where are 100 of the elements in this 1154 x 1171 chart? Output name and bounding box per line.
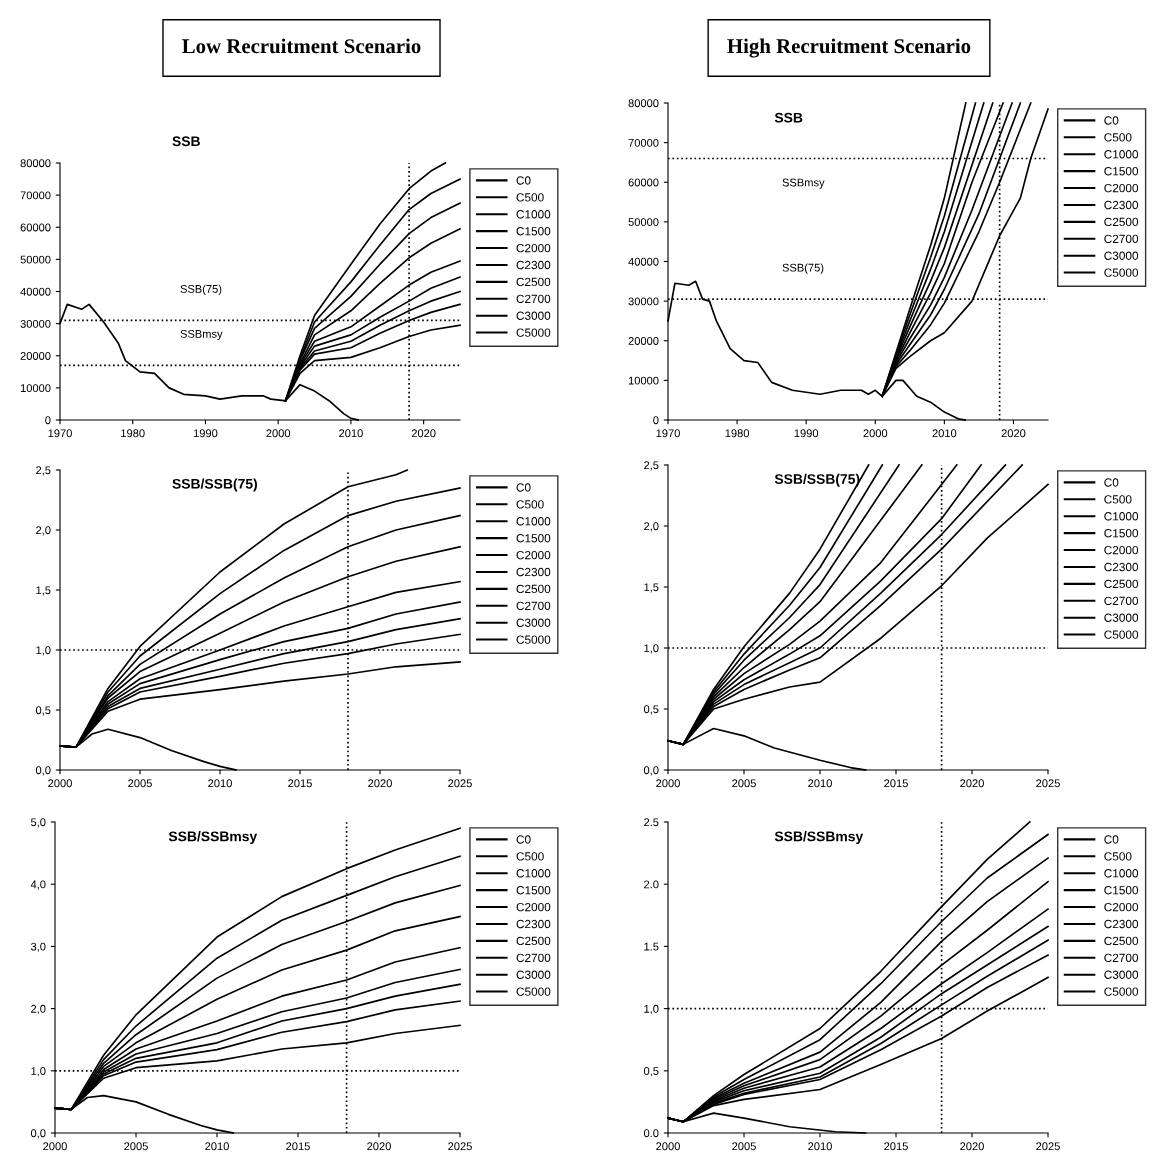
legend-label: C500 (516, 852, 544, 861)
y-tick-label: 1,5 (36, 586, 51, 596)
legend-label: C5000 (1104, 987, 1139, 996)
legend-label: C1000 (1104, 869, 1139, 878)
legend-label: C0 (1104, 478, 1119, 487)
y-tick-label: 2.5 (644, 818, 659, 827)
x-tick-label: 2020 (368, 779, 392, 788)
legend-label: C2300 (1104, 919, 1139, 929)
legend-label: C3000 (1104, 251, 1139, 260)
chart-title: High Recruitment Scenario (727, 38, 971, 58)
legend-label: C5000 (516, 328, 551, 337)
legend-label: C2700 (1104, 953, 1139, 963)
legend-label: C1000 (516, 869, 551, 878)
legend-label: C2500 (516, 584, 551, 594)
y-tick-label: 40000 (20, 287, 51, 296)
legend-label: C500 (516, 193, 544, 202)
x-tick-label: 2020 (367, 1142, 391, 1151)
legend-label: C1000 (516, 210, 551, 219)
legend-label: C1000 (516, 517, 551, 526)
legend-label: C2300 (1104, 200, 1139, 210)
y-tick-label: 50000 (628, 218, 659, 227)
legend-label: C500 (1104, 133, 1132, 142)
text: SSB/SSBmsy (774, 831, 864, 845)
legend-label: C2000 (516, 550, 551, 560)
chart-subtitle: SSB (172, 136, 200, 147)
x-tick-label: 2010 (808, 1142, 832, 1151)
x-tick-label: 1990 (193, 429, 218, 438)
chart-title: Low Recruitment Scenario (182, 38, 421, 54)
y-tick-label: 60000 (20, 223, 51, 232)
legend-label: C2500 (1104, 579, 1139, 589)
y-tick-label: 10000 (628, 376, 659, 385)
y-tick-label: 1,0 (644, 1004, 659, 1015)
legend-label: C2700 (1104, 234, 1139, 244)
y-tick-label: 1,0 (31, 1067, 46, 1077)
x-tick-label: 2010 (208, 779, 232, 788)
x-tick-label: 2020 (960, 779, 984, 788)
y-tick-label: 2,0 (36, 526, 51, 536)
y-tick-label: 0,5 (643, 705, 659, 715)
y-tick-label: 30000 (20, 319, 51, 328)
x-tick-label: 2000 (48, 779, 72, 788)
legend-label: C2000 (516, 243, 551, 253)
legend-label: C2700 (516, 294, 551, 304)
x-tick-label: 2015 (288, 779, 312, 788)
y-tick-label: 3,0 (30, 942, 46, 952)
x-tick-label: 2010 (932, 429, 957, 438)
x-tick-label: 2000 (863, 429, 888, 438)
ref-line-label: SSBmsy (782, 178, 825, 189)
x-tick-label: 2020 (1001, 429, 1026, 438)
legend-label: C2000 (1104, 183, 1139, 193)
y-tick-label: 10000 (20, 384, 51, 393)
x-tick-label: 2010 (205, 1142, 229, 1151)
text: SSB/SSB(75) (774, 473, 860, 487)
legend-label: C500 (1104, 852, 1132, 861)
y-tick-label: 0,5 (643, 1067, 659, 1077)
y-tick-label: 70000 (628, 138, 659, 147)
x-tick-label: 1990 (794, 429, 819, 438)
y-tick-label: 70000 (20, 191, 51, 200)
x-tick-label: 2010 (339, 429, 363, 438)
y-tick-label: 60000 (628, 178, 659, 187)
y-tick-label: 30000 (628, 297, 659, 306)
legend-label: C1500 (516, 534, 551, 543)
legend-label: C2700 (516, 953, 551, 963)
y-tick-label: 0 (653, 416, 659, 425)
y-tick-label: 4,0 (30, 880, 46, 890)
legend-label: C0 (1104, 116, 1119, 125)
legend-label: C2300 (516, 567, 551, 577)
y-tick-label: 0.0 (643, 1129, 659, 1138)
x-tick-label: 2025 (1036, 779, 1060, 788)
y-tick-label: 20000 (628, 337, 659, 345)
legend-label: C3000 (516, 618, 551, 627)
x-tick-label: 2000 (266, 429, 291, 438)
legend-label: C0 (516, 835, 531, 844)
legend-label: C500 (516, 500, 544, 509)
legend-label: C2000 (1104, 902, 1139, 912)
x-tick-label: 2000 (656, 1142, 680, 1151)
x-tick-label: 2020 (960, 1142, 984, 1151)
legend-label: C1000 (1104, 512, 1139, 521)
x-tick-label: 2000 (656, 779, 680, 788)
text: SSB/SSBmsy (168, 831, 258, 845)
y-tick-label: 0 (45, 416, 51, 425)
legend-label: C2300 (1104, 562, 1139, 572)
legend-label: C2700 (1104, 596, 1139, 606)
legend-label: C1500 (516, 886, 551, 895)
legend-label: C1500 (1104, 886, 1139, 895)
x-tick-label: 2005 (124, 1142, 148, 1151)
legend-label: C3000 (1104, 613, 1139, 622)
ref-line-label: SSBmsy (180, 329, 223, 341)
legend-label: C0 (516, 483, 531, 492)
y-tick-label: 50000 (20, 255, 51, 264)
legend-label: C5000 (516, 987, 551, 996)
legend-label: C500 (1104, 495, 1132, 504)
y-tick-label: 2,5 (644, 461, 659, 471)
legend-label: C1500 (516, 227, 551, 236)
y-tick-label: 80000 (20, 159, 51, 168)
x-tick-label: 2000 (43, 1142, 67, 1151)
y-tick-label: 2.0 (644, 880, 659, 889)
legend-label: C3000 (516, 311, 551, 320)
x-tick-label: 2025 (1036, 1142, 1060, 1151)
y-tick-label: 0,5 (35, 706, 51, 716)
y-tick-label: 40000 (628, 257, 659, 266)
